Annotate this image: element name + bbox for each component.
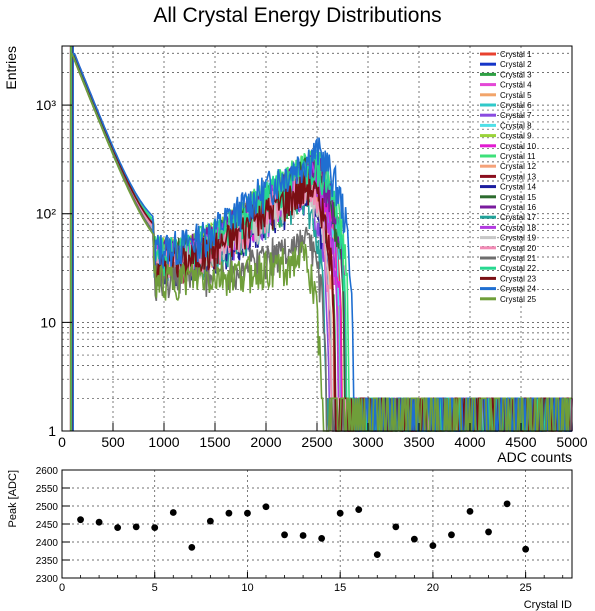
legend-label: Crystal 2 xyxy=(500,60,532,69)
x-tick-label: 500 xyxy=(101,434,125,450)
y-tick-label: 2300 xyxy=(36,574,59,585)
data-point xyxy=(77,516,84,524)
x-tick-label: 20 xyxy=(427,582,439,594)
legend-label: Crystal 3 xyxy=(500,70,532,79)
x-axis-label: ADC counts xyxy=(497,449,572,465)
data-point xyxy=(336,509,344,517)
y-axis-label: Entries xyxy=(3,46,19,90)
legend-label: Crystal 8 xyxy=(500,121,532,130)
top-plot-series xyxy=(69,46,573,432)
x-tick-label: 5000 xyxy=(556,434,587,450)
data-point xyxy=(429,542,437,549)
top-plot-axes: 0 500 1000 1500 2000 2500 3000 3500 4000 4500 5000… xyxy=(36,97,588,450)
legend-label: Crystal 19 xyxy=(500,234,537,243)
y-tick-label: 10 xyxy=(40,314,56,330)
y-tick-label: 2350 xyxy=(36,556,59,567)
legend-label: Crystal 10 xyxy=(500,142,537,151)
legend-label: Crystal 5 xyxy=(500,91,532,100)
data-point xyxy=(188,544,196,551)
x-tick-label: 3500 xyxy=(403,434,434,450)
chart-title: All Crystal Energy Distributions xyxy=(153,4,442,27)
x-tick-label: 1500 xyxy=(199,434,230,450)
x-tick-label: 2000 xyxy=(250,434,281,450)
x-tick-label: 5 xyxy=(152,582,158,594)
data-point xyxy=(206,517,214,525)
data-point xyxy=(318,535,326,542)
data-point xyxy=(485,528,492,536)
x-tick-label: 25 xyxy=(520,582,532,594)
x-tick-label: 10 xyxy=(241,582,253,594)
y-tick-label: 2550 xyxy=(36,484,59,495)
data-point xyxy=(392,523,400,531)
bottom-plot-axes: 0 5 10 15 20 25 2300 2350 2400 2450 2500 2550 2600 xyxy=(36,466,564,594)
legend-label: Crystal 18 xyxy=(500,223,537,232)
x-tick-label: 0 xyxy=(58,434,66,450)
data-point xyxy=(466,508,474,515)
y-tick-label: 10² xyxy=(36,206,57,222)
legend-label: Crystal 15 xyxy=(500,193,537,202)
x-tick-label: 4500 xyxy=(505,434,536,450)
legend-label: Crystal 1 xyxy=(500,50,532,59)
data-point xyxy=(262,503,270,511)
legend-label: Crystal 22 xyxy=(500,264,537,273)
x-tick-label: 0 xyxy=(59,582,65,594)
series-line xyxy=(72,52,572,432)
data-point xyxy=(299,532,307,539)
y-tick-label: 1 xyxy=(48,423,56,439)
legend-label: Crystal 7 xyxy=(500,111,532,120)
bottom-plot-points xyxy=(77,500,530,558)
data-point xyxy=(151,524,159,531)
y-tick-label: 2400 xyxy=(36,538,59,549)
x-tick-label: 1000 xyxy=(148,434,179,450)
data-point xyxy=(448,531,455,539)
data-point xyxy=(410,535,418,543)
legend-label: Crystal 24 xyxy=(500,285,537,294)
data-point xyxy=(373,551,381,558)
data-point xyxy=(169,509,177,516)
data-point xyxy=(355,506,363,513)
y-tick-label: 10³ xyxy=(36,97,57,113)
legend-label: Crystal 9 xyxy=(500,132,532,141)
legend-label: Crystal 25 xyxy=(500,295,537,304)
legend-label: Crystal 14 xyxy=(500,183,537,192)
data-point xyxy=(225,509,233,517)
legend-label: Crystal 12 xyxy=(500,162,537,171)
x-tick-label: 4000 xyxy=(454,434,485,450)
data-point xyxy=(244,509,251,517)
legend-label: Crystal 6 xyxy=(500,101,532,110)
bottom-y-axis-label: Peak [ADC] xyxy=(7,470,19,527)
data-point xyxy=(522,545,530,553)
y-tick-label: 2600 xyxy=(36,466,59,477)
data-point xyxy=(503,500,511,508)
legend-label: Crystal 23 xyxy=(500,274,537,283)
x-tick-label: 3000 xyxy=(352,434,383,450)
data-point xyxy=(281,531,288,539)
x-tick-label: 2500 xyxy=(301,434,332,450)
legend-label: Crystal 20 xyxy=(500,244,537,253)
y-tick-label: 2450 xyxy=(36,520,59,531)
data-point xyxy=(114,524,122,531)
x-tick-label: 15 xyxy=(334,582,346,594)
data-point xyxy=(95,518,103,526)
y-tick-label: 2500 xyxy=(36,502,59,513)
legend-label: Crystal 16 xyxy=(500,203,537,212)
legend-label: Crystal 11 xyxy=(500,152,536,161)
legend-label: Crystal 21 xyxy=(500,254,537,263)
legend-label: Crystal 17 xyxy=(500,213,537,222)
legend-label: Crystal 4 xyxy=(500,81,532,90)
bottom-x-axis-label: Crystal ID xyxy=(524,599,572,611)
bottom-plot-grid xyxy=(62,470,572,578)
data-point xyxy=(132,523,140,531)
legend-label: Crystal 13 xyxy=(500,172,537,181)
